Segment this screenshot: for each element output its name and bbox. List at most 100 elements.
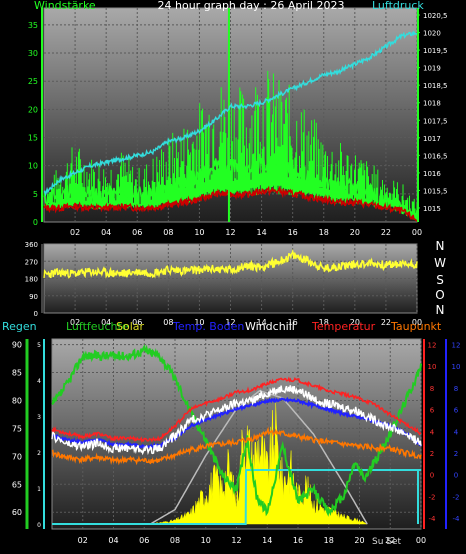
p3-rain-tick: 4 bbox=[37, 378, 41, 385]
p1-right-tick: 1018,5 bbox=[423, 82, 448, 90]
pressure-series bbox=[43, 30, 418, 197]
p1-x-tick: 20 bbox=[350, 228, 360, 237]
p2-x-tick: 18 bbox=[319, 318, 329, 327]
p2-x-tick: 10 bbox=[194, 318, 204, 327]
p3-x-tick: 22 bbox=[385, 536, 395, 545]
p3-temp-tick-blue: 10 bbox=[452, 363, 461, 371]
legend-regen: Regen bbox=[2, 320, 37, 333]
p2-x-tick: 12 bbox=[225, 318, 235, 327]
p2-x-tick: 00 bbox=[412, 318, 422, 327]
p2-x-tick: 06 bbox=[132, 318, 142, 327]
compass-s: S bbox=[436, 273, 444, 287]
wind-avg-series bbox=[43, 153, 418, 221]
p2-y-tick: 360 bbox=[25, 241, 38, 249]
soil-temp-series bbox=[51, 396, 422, 450]
p2-y-tick: 90 bbox=[29, 293, 38, 301]
legend: Regen Luftfeuchte Solar Temp. Boden Wind… bbox=[2, 320, 442, 333]
dewpoint-series bbox=[51, 426, 422, 466]
p3-temp-tick-blue: -2 bbox=[453, 493, 460, 501]
legend-solar: Solar bbox=[116, 320, 145, 333]
p2-x-tick: 08 bbox=[163, 318, 173, 327]
p1-left-tick: 25 bbox=[28, 77, 38, 86]
p1-right-tick: 1019 bbox=[423, 65, 441, 73]
p2-y-tick: 270 bbox=[25, 258, 38, 266]
p3-x-tick: 16 bbox=[293, 536, 303, 545]
p2-x-tick: 04 bbox=[101, 318, 111, 327]
p1-x-tick: 02 bbox=[70, 228, 80, 237]
p1-x-tick: 00 bbox=[412, 228, 422, 237]
p3-humidity-tick: 60 bbox=[12, 508, 22, 517]
p3-x-tick: 06 bbox=[139, 536, 149, 545]
p3-x-tick: 08 bbox=[170, 536, 180, 545]
p1-right-tick: 1020,5 bbox=[423, 12, 448, 20]
p1-right-tick: 1018 bbox=[423, 100, 441, 108]
p3-temp-tick-red: -4 bbox=[429, 515, 437, 523]
wind-direction-series bbox=[43, 248, 418, 279]
p3-temp-tick-blue: 2 bbox=[454, 450, 458, 458]
p2-x-tick: 14 bbox=[256, 318, 266, 327]
compass-n-top: N bbox=[436, 239, 445, 253]
p2-x-tick: 22 bbox=[381, 318, 391, 327]
p3-temp-tick-red: 10 bbox=[428, 363, 437, 371]
p3-x-tick: 18 bbox=[324, 536, 334, 545]
p3-rain-tick: 3 bbox=[37, 414, 41, 421]
compass-n-bottom: N bbox=[436, 303, 445, 317]
p3-temp-tick-red: 8 bbox=[430, 385, 434, 393]
p3-rain-tick: 1 bbox=[37, 486, 41, 493]
p3-rain-tick: 0 bbox=[37, 522, 41, 529]
p1-right-tick: 1016 bbox=[423, 170, 441, 178]
p3-temp-tick-blue: 0 bbox=[454, 472, 458, 480]
p1-left-tick: 5 bbox=[33, 190, 38, 199]
p3-temp-tick-red: 2 bbox=[430, 450, 434, 458]
temperature-plot-area bbox=[51, 338, 422, 530]
p3-humidity-tick: 70 bbox=[12, 452, 22, 461]
wind-pressure-panel: 0510152025303510151015,510161016,5101710… bbox=[28, 7, 448, 237]
p3-temp-tick-blue: -4 bbox=[453, 515, 461, 523]
p3-humidity-tick: 85 bbox=[12, 369, 22, 378]
p3-humidity-tick: 75 bbox=[12, 424, 22, 433]
windchill-series bbox=[51, 385, 422, 456]
p3-temp-tick-red: 0 bbox=[430, 472, 434, 480]
p2-x-tick: 16 bbox=[288, 318, 298, 327]
solar-max-series bbox=[150, 389, 368, 525]
p1-right-tick: 1017 bbox=[423, 135, 441, 143]
p3-x-tick: 12 bbox=[231, 536, 241, 545]
p1-x-tick: 18 bbox=[319, 228, 329, 237]
p3-x-tick: 04 bbox=[108, 536, 118, 545]
legend-windchill: Windchill bbox=[245, 320, 295, 333]
compass-w: W bbox=[434, 256, 446, 270]
p1-left-tick: 10 bbox=[28, 162, 38, 171]
p1-x-tick: 22 bbox=[381, 228, 391, 237]
p1-x-tick: 10 bbox=[194, 228, 204, 237]
p3-x-tick: 00 bbox=[416, 536, 426, 545]
p3-rain-tick: 5 bbox=[37, 342, 41, 349]
p3-temp-tick-blue: 6 bbox=[454, 407, 459, 415]
humidity-series bbox=[51, 344, 422, 517]
p2-y-tick: 180 bbox=[25, 276, 38, 284]
p2-x-tick: 20 bbox=[350, 318, 360, 327]
compass-labels: N W S O N bbox=[434, 239, 446, 317]
p1-x-tick: 04 bbox=[101, 228, 111, 237]
p1-right-tick: 1016,5 bbox=[423, 152, 448, 160]
p3-x-tick: 10 bbox=[201, 536, 211, 545]
p3-rain-tick: 2 bbox=[37, 450, 41, 457]
p3-x-tick: 14 bbox=[262, 536, 272, 545]
p1-left-tick: 35 bbox=[28, 21, 38, 30]
p3-temp-tick-red: 6 bbox=[430, 407, 435, 415]
p1-left-tick: 15 bbox=[28, 134, 38, 143]
legend-luftfeuchte: Luftfeuchte bbox=[66, 320, 129, 333]
p1-right-tick: 1020 bbox=[423, 30, 441, 38]
p1-left-tick: 20 bbox=[28, 105, 38, 114]
p1-right-tick: 1019,5 bbox=[423, 47, 448, 55]
legend-temperatur: Temperatur bbox=[311, 320, 376, 333]
p3-x-tick: 02 bbox=[78, 536, 88, 545]
p1-right-tick: 1015,5 bbox=[423, 187, 448, 195]
p1-right-tick: 1015 bbox=[423, 205, 441, 213]
wind-axis-title: Windstärke bbox=[34, 0, 96, 12]
legend-taupunkt: Taupunkt bbox=[390, 320, 442, 333]
p1-x-tick: 06 bbox=[132, 228, 142, 237]
p3-temp-tick-blue: 12 bbox=[452, 341, 461, 349]
p3-x-tick: 20 bbox=[354, 536, 364, 545]
p1-x-tick: 14 bbox=[256, 228, 266, 237]
